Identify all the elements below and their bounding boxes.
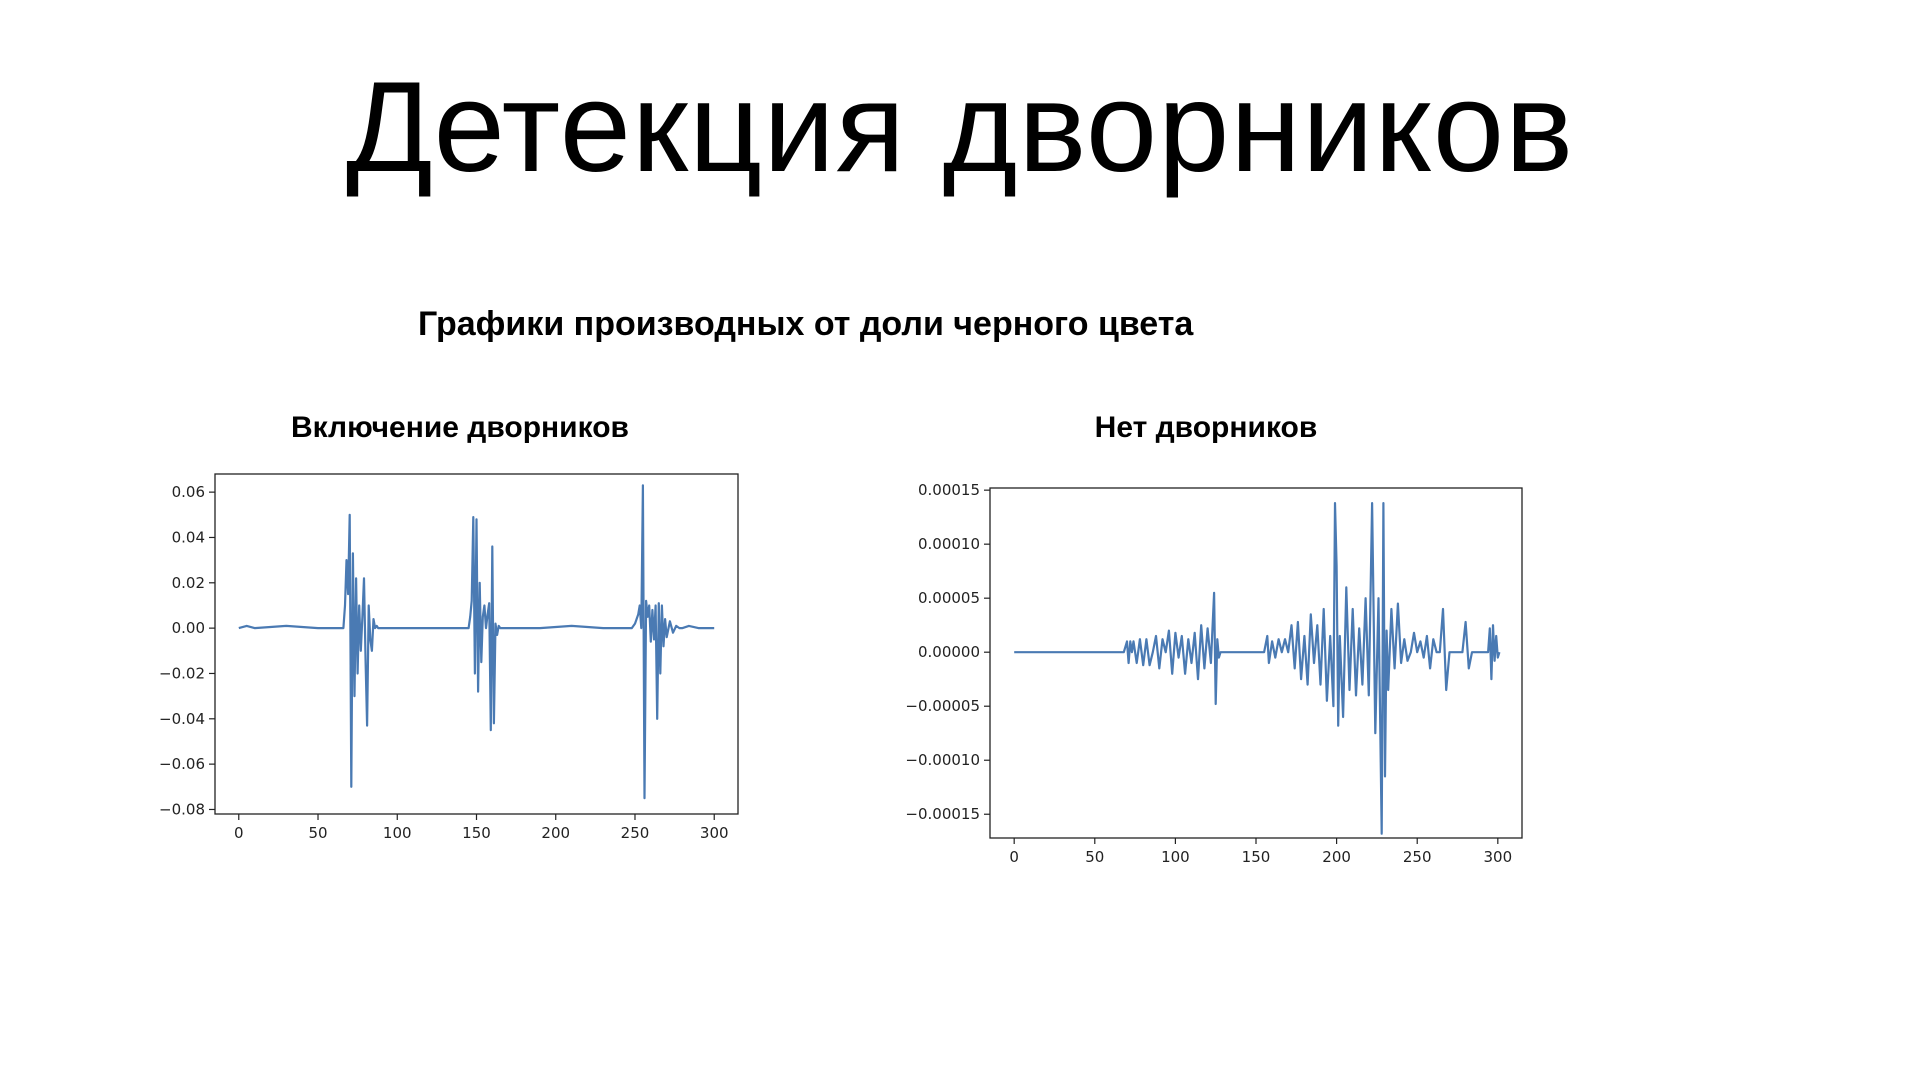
y-tick-label: 0.04 [172, 528, 205, 546]
y-tick-label: −0.00015 [905, 805, 980, 823]
y-tick-label: −0.04 [159, 710, 205, 728]
y-tick-label: −0.06 [159, 755, 205, 773]
x-tick-label: 100 [383, 824, 412, 842]
x-tick-label: 200 [1322, 848, 1351, 866]
chart-title-no-wipers: Нет дворников [1094, 411, 1318, 444]
chart-title-wipers-on: Включение дворников [291, 411, 629, 444]
x-tick-label: 50 [308, 824, 327, 842]
y-tick-label: 0.00000 [918, 643, 980, 661]
x-tick-label: 300 [700, 824, 729, 842]
y-tick-label: −0.02 [159, 664, 205, 682]
series-line [238, 484, 715, 800]
chart-no-wipers: 0 50 100 150 200 250 300 0.00015 0.00010 0.00005 0… [905, 481, 1523, 866]
x-tick-label: 300 [1483, 848, 1512, 866]
x-tick-label: 100 [1161, 848, 1190, 866]
slide-subtitle: Графики производных от доли черного цвет… [418, 305, 1194, 343]
y-tick-label: −0.00005 [905, 697, 980, 715]
x-tick-label: 50 [1085, 848, 1104, 866]
y-tick-label: −0.00010 [905, 751, 980, 769]
y-tick-label: 0.00015 [918, 481, 980, 499]
x-tick-label: 250 [1403, 848, 1432, 866]
series-line [1014, 501, 1501, 835]
y-tick-label: 0.00010 [918, 535, 980, 553]
y-tick-label: 0.02 [172, 574, 205, 592]
y-tick-label: 0.00005 [918, 589, 980, 607]
slide-title: Детекция дворников [345, 56, 1575, 199]
x-tick-label: 150 [462, 824, 491, 842]
x-tick-label: 150 [1242, 848, 1271, 866]
x-tick-label: 200 [541, 824, 570, 842]
y-tick-label: 0.06 [172, 483, 205, 501]
plot-frame [989, 487, 1523, 839]
chart-wipers-on: 0 50 100 150 200 250 300 0.06 0.04 0.02 0.00 −0.02 −… [159, 473, 739, 842]
y-tick-label: −0.08 [159, 800, 205, 818]
x-tick-label: 250 [621, 824, 650, 842]
x-tick-label: 0 [234, 824, 244, 842]
x-tick-label: 0 [1009, 848, 1019, 866]
y-tick-label: 0.00 [172, 619, 205, 637]
